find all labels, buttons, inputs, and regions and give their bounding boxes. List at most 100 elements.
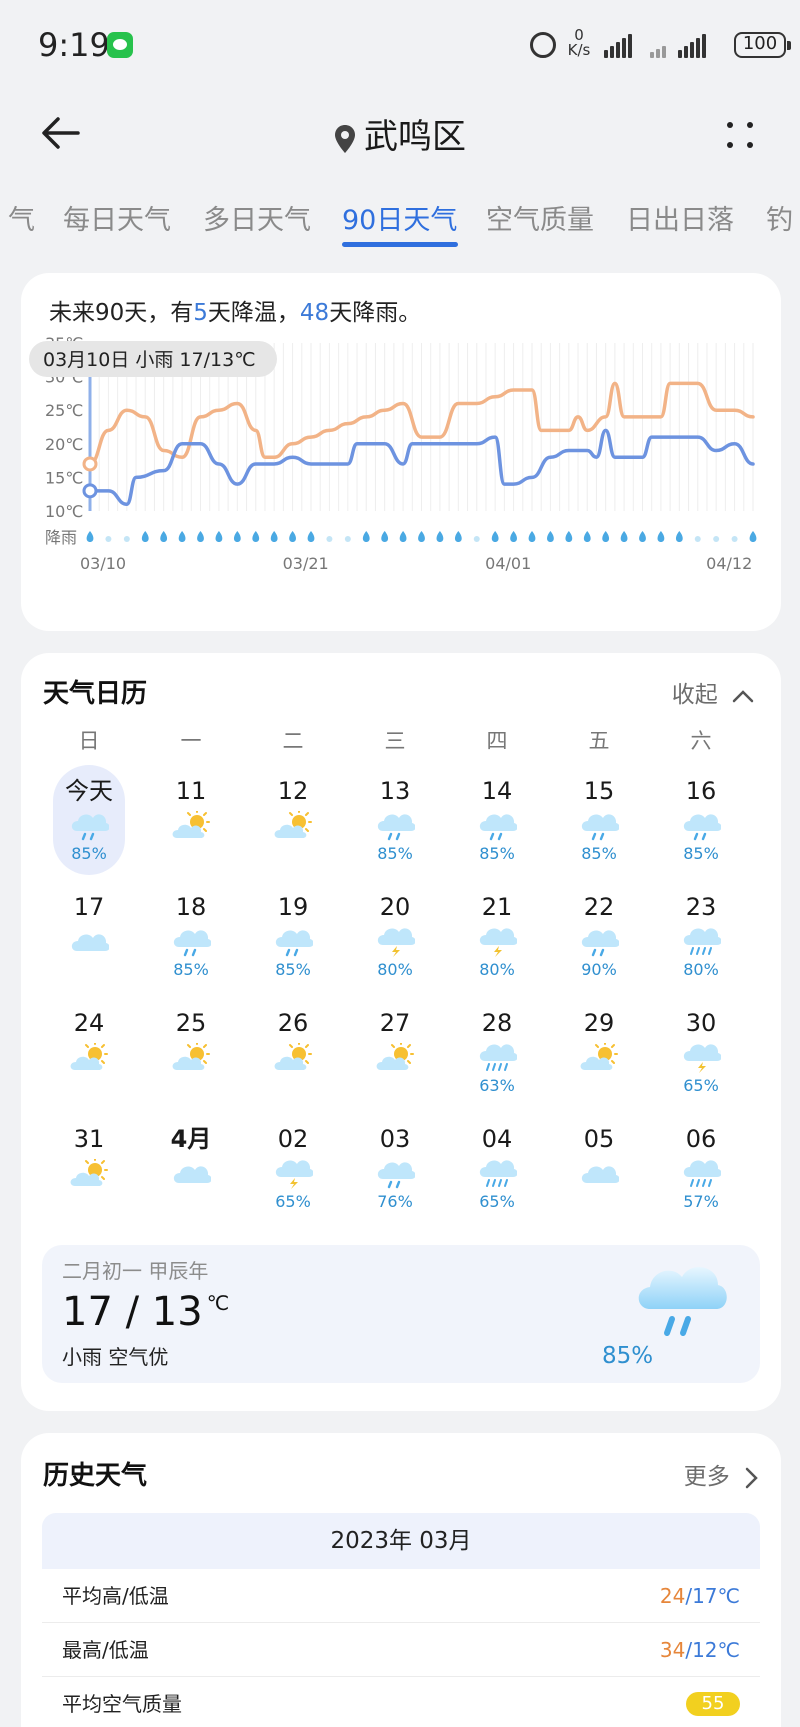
- tab-sunrise-sunset[interactable]: 日出日落: [626, 205, 734, 236]
- back-button[interactable]: [38, 113, 88, 153]
- no-rain-dot: [473, 536, 480, 542]
- no-rain-dot: [123, 536, 130, 542]
- rain-drop-mark: [215, 531, 223, 542]
- calendar-day[interactable]: 22 90%: [563, 881, 635, 991]
- tab-multi-day-weather[interactable]: 多日天气: [203, 205, 311, 236]
- calendar-title: 天气日历: [43, 679, 148, 709]
- tab-daily-weather[interactable]: 每日天气: [63, 205, 171, 236]
- calendar-day[interactable]: 26: [257, 997, 329, 1107]
- rain-drop-mark: [454, 531, 462, 542]
- tab-bar: 气 每日天气 多日天气 90日天气 空气质量 日出日落 钓: [0, 198, 800, 250]
- detail-rain-percent: 85%: [602, 1343, 654, 1369]
- rain-probability: 65%: [479, 1192, 515, 1211]
- rain-drop-mark: [233, 531, 241, 542]
- day-number: 24: [73, 1009, 105, 1037]
- day-number: 14: [481, 777, 513, 805]
- y-tick-label: 15℃: [45, 468, 83, 487]
- sun-cloud-icon: [172, 809, 210, 838]
- detail-condition: 小雨 空气优: [62, 1345, 169, 1369]
- rain-probability: 90%: [581, 960, 617, 979]
- cellular-signal-icon: [604, 34, 634, 58]
- temperature-chart[interactable]: 35℃30℃25℃20℃15℃10℃降雨03/1003/2104/0104/12…: [21, 333, 781, 623]
- alarm-icon: [530, 32, 556, 58]
- calendar-day[interactable]: 15 85%: [563, 765, 635, 875]
- arrow-left-icon: [42, 117, 80, 149]
- more-options-button[interactable]: [722, 117, 758, 153]
- rain-drop-mark: [252, 531, 260, 542]
- lunar-date: 二月初一 甲辰年: [62, 1259, 209, 1283]
- calendar-day[interactable]: 30 65%: [665, 997, 737, 1107]
- forecast-summary: 未来90天，有5天降温，48天降雨。: [49, 300, 422, 326]
- selected-point: [82, 456, 98, 472]
- cloud-icon: [173, 1166, 212, 1183]
- rain-probability: 85%: [479, 844, 515, 863]
- rain-probability: 57%: [683, 1192, 719, 1211]
- calendar-day[interactable]: 25: [155, 997, 227, 1107]
- selected-point: [82, 483, 98, 499]
- day-number: 30: [685, 1009, 717, 1037]
- cellular-signal-2-icon: [650, 34, 726, 58]
- no-rain-dot: [344, 536, 351, 542]
- location-title[interactable]: 武鸣区: [0, 109, 800, 158]
- sun-cloud-icon: [274, 1041, 312, 1070]
- day-number: 23: [685, 893, 717, 921]
- day-number: 03: [379, 1125, 411, 1153]
- tab-partial-left[interactable]: 气: [8, 205, 35, 236]
- history-row-air-quality: 平均空气质量 55: [42, 1677, 760, 1727]
- calendar-day[interactable]: 06 57%: [665, 1113, 737, 1223]
- day-number: 18: [175, 893, 207, 921]
- history-more-button[interactable]: 更多: [684, 1457, 759, 1491]
- heavy-rain-icon: [683, 928, 722, 955]
- calendar-day[interactable]: 12: [257, 765, 329, 875]
- aqi-badge: 55: [686, 1692, 740, 1716]
- calendar-day[interactable]: 31: [53, 1113, 125, 1223]
- rain-drop-mark: [307, 531, 315, 542]
- weekday-label: 一: [180, 729, 202, 753]
- tab-air-quality[interactable]: 空气质量: [486, 205, 594, 236]
- rain-cloud-icon: [71, 814, 110, 841]
- calendar-day[interactable]: 23 80%: [665, 881, 737, 991]
- calendar-day[interactable]: 03 76%: [359, 1113, 431, 1223]
- calendar-day[interactable]: 05: [563, 1113, 635, 1223]
- day-number: 21: [481, 893, 513, 921]
- calendar-day[interactable]: 29: [563, 997, 635, 1107]
- wechat-notification-icon: [107, 32, 133, 58]
- weekday-label: 三: [384, 729, 406, 753]
- rain-drop-mark: [639, 531, 646, 542]
- history-month: 2023年 03月: [42, 1513, 760, 1569]
- tab-90-day-weather[interactable]: 90日天气: [342, 205, 458, 236]
- calendar-day[interactable]: 18 85%: [155, 881, 227, 991]
- calendar-day[interactable]: 02 65%: [257, 1113, 329, 1223]
- calendar-day[interactable]: 16 85%: [665, 765, 737, 875]
- calendar-day[interactable]: 20 80%: [359, 881, 431, 991]
- tab-partial-right[interactable]: 钓: [766, 205, 793, 236]
- day-number: 04: [481, 1125, 513, 1153]
- calendar-day[interactable]: 21 80%: [461, 881, 533, 991]
- calendar-day[interactable]: 13 85%: [359, 765, 431, 875]
- calendar-day[interactable]: 27: [359, 997, 431, 1107]
- calendar-day[interactable]: 28 63%: [461, 997, 533, 1107]
- thunder-cloud-icon: [275, 1160, 314, 1189]
- sun-cloud-icon: [580, 1041, 618, 1070]
- calendar-day[interactable]: 24: [53, 997, 125, 1107]
- sun-cloud-icon: [274, 809, 312, 838]
- calendar-day-today[interactable]: 今天 85%: [53, 765, 125, 875]
- rain-probability: 85%: [173, 960, 209, 979]
- detail-temperature: 17 / 13 ℃: [62, 1289, 230, 1335]
- day-number: 15: [583, 777, 615, 805]
- rain-cloud-icon: [683, 814, 722, 841]
- calendar-day[interactable]: 19 85%: [257, 881, 329, 991]
- day-number: 19: [277, 893, 309, 921]
- rain-cloud-icon: [638, 1267, 727, 1336]
- rain-probability: 80%: [479, 960, 515, 979]
- calendar-day[interactable]: 11: [155, 765, 227, 875]
- rain-drop-mark: [620, 531, 628, 542]
- calendar-day[interactable]: 14 85%: [461, 765, 533, 875]
- calendar-day[interactable]: 4月: [155, 1113, 227, 1223]
- day-number: 27: [379, 1009, 411, 1037]
- sun-cloud-icon: [70, 1041, 108, 1070]
- calendar-day[interactable]: 04 65%: [461, 1113, 533, 1223]
- network-speed: 0 K/s: [567, 26, 591, 59]
- calendar-day[interactable]: 17: [53, 881, 125, 991]
- collapse-button[interactable]: 收起: [672, 675, 755, 709]
